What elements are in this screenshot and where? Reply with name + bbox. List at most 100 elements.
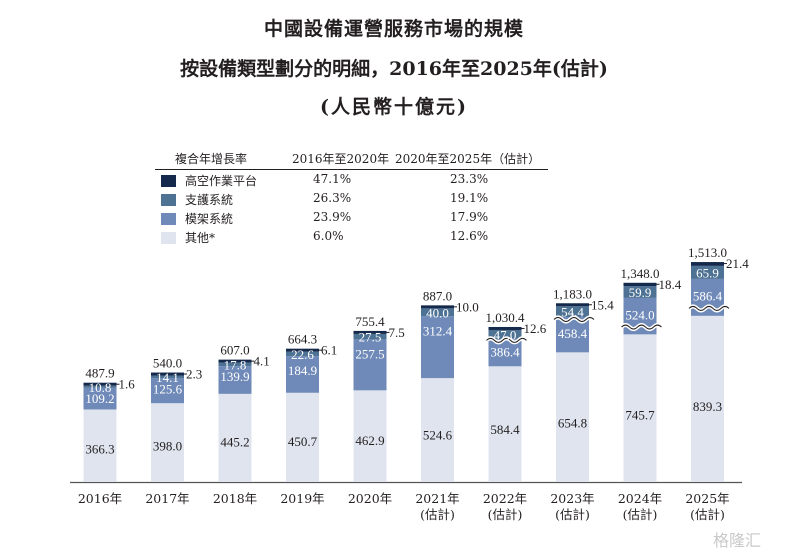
x-tick-label: 2022年 (估計) [475,491,535,523]
data-label-total: 1,183.0 [553,286,592,301]
bar-segment-formwork [151,378,184,404]
bar-segment-aerial [286,348,319,352]
legend-item-formwork-system: 模架系統 23.9% 17.9% [155,210,555,228]
legend-label: 其他* [185,231,216,245]
bar-segment-others [218,393,252,482]
data-label-aerial: 1.6 [119,377,136,392]
x-tick-year: 2017年 [145,491,190,506]
legend-label: 模架系統 [185,212,234,226]
legend-cagr1: 47.1% [313,172,352,186]
bar-segment-aerial [83,382,117,386]
bar-segment-aerial [353,330,387,334]
data-label-others: 445.2 [220,434,249,449]
bar-segment-support [488,329,522,340]
data-label-aerial: 10.0 [456,299,479,314]
data-label-formwork: 312.4 [423,323,453,338]
bar-segment-others [691,315,724,482]
data-label-support: 17.8 [224,357,247,372]
x-tick-year: 2016年 [77,491,123,506]
bar-segment-others [151,403,184,482]
bar-segment-formwork [218,366,252,394]
data-label-aerial: 4.1 [254,354,270,369]
chart-subtitle-unit: (人民幣十億元) [320,96,468,118]
data-label-support: 10.8 [89,380,112,395]
data-label-support: 22.6 [291,347,314,362]
bar-segment-formwork [353,339,387,391]
data-label-formwork: 109.2 [85,391,114,406]
data-label-others: 462.9 [355,433,384,448]
legend-swatch [161,213,176,225]
data-label-support: 27.5 [359,330,382,345]
legend-label: 支護系統 [185,193,234,207]
bar-segment-aerial [623,282,657,287]
x-tick-year: 2022年 [482,491,528,506]
bar-segment-formwork [83,387,117,410]
x-tick-year: 2021年 [415,491,460,506]
legend-cagr1: 6.0% [313,229,344,243]
data-label-aerial: 15.4 [591,297,614,312]
data-label-formwork: 257.5 [355,346,384,361]
data-label-total: 887.0 [423,288,452,303]
axis-break-mark [688,305,730,311]
bar-segment-others [83,409,117,482]
bar-segment-aerial [421,305,454,309]
data-label-others: 366.3 [85,441,114,456]
bar-segment-formwork [421,316,454,379]
data-label-aerial: 21.4 [726,256,749,271]
data-label-support: 47.0 [494,328,517,343]
data-label-total: 755.4 [355,314,385,329]
legend-cagr2: 23.3% [450,172,489,186]
legend-item-support-system: 支護系統 26.3% 19.1% [155,191,555,209]
data-label-total: 1,348.0 [621,266,660,281]
data-label-total: 1,513.0 [688,245,727,260]
x-tick-estimate-note: (估計) [420,507,455,522]
bar-segment-others [488,366,522,482]
x-tick-year: 2020年 [347,491,393,506]
x-tick-year: 2023年 [550,491,595,506]
legend-item-aerial-platform: 高空作業平台 47.1% 23.3% [155,172,555,190]
axis-break-mark [553,317,595,322]
bar-segment-others [353,390,387,482]
data-label-others: 839.3 [693,399,722,414]
data-label-formwork: 125.6 [153,381,183,396]
x-tick-estimate-note: (估計) [690,507,725,522]
x-tick-label: 2020年 [340,491,400,507]
x-tick-label: 2021年 (估計) [408,491,468,523]
data-label-formwork: 184.9 [288,363,317,378]
x-tick-label: 2017年 [138,491,198,507]
x-tick-label: 2024年 (估計) [610,491,670,523]
x-tick-year: 2024年 [617,491,663,506]
legend-swatch [161,175,176,187]
x-tick-estimate-note: (估計) [487,507,523,522]
legend-cagr1: 23.9% [313,210,352,224]
axis-break-mark [486,337,527,343]
x-tick-label: 2016年 [70,491,130,507]
data-label-total: 487.9 [85,366,114,381]
data-label-others: 450.7 [288,434,318,449]
data-label-others: 584.4 [490,422,520,437]
data-label-total: 607.0 [220,343,249,358]
data-label-formwork: 386.4 [490,344,520,359]
x-tick-estimate-note: (估計) [622,507,658,522]
data-label-formwork: 586.4 [693,289,723,304]
bar-segment-aerial [556,303,589,307]
data-label-aerial: 6.1 [321,343,337,358]
legend-cagr2: 19.1% [450,191,489,205]
bar-segment-support [83,385,117,388]
data-label-total: 1,030.4 [486,310,526,325]
data-label-support: 54.4 [561,305,584,320]
bar-segment-support [556,306,589,318]
bar-segment-support [623,286,657,298]
data-label-formwork: 458.4 [558,326,588,341]
data-label-formwork: 139.9 [220,369,249,384]
bar-segment-others [556,352,589,482]
data-label-aerial: 18.4 [659,277,682,292]
legend-item-others: 其他* 6.0% 12.6% [155,229,555,247]
data-label-support: 40.0 [426,305,449,320]
bar-segment-formwork [286,356,319,393]
legend-header-col2: 2020年至2025年（估計） [395,152,541,166]
bar-segment-others [286,392,319,482]
bar-segment-aerial [691,262,724,266]
x-tick-estimate-note: (估計) [555,507,590,522]
x-tick-label: 2025年 (估計) [678,491,738,523]
